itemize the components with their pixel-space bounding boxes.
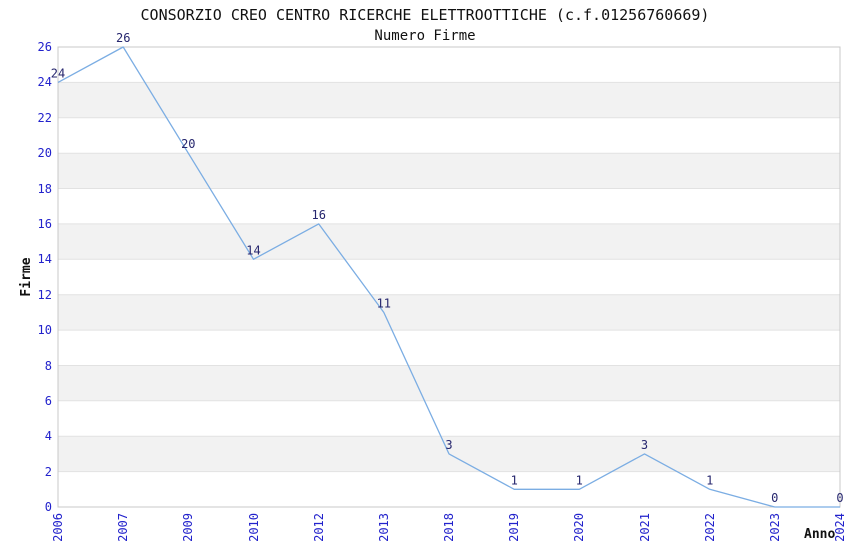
x-tick-label: 2019 (507, 513, 522, 542)
x-tick-label: 2012 (311, 513, 326, 542)
x-tick-label: 2022 (702, 513, 717, 542)
y-tick-label: 6 (44, 393, 52, 408)
y-tick-label: 16 (37, 216, 52, 231)
y-tick-label: 10 (37, 323, 52, 338)
data-point-label: 16 (311, 208, 325, 222)
plot-border (57, 46, 841, 508)
data-point-label: 3 (445, 438, 452, 452)
y-tick-label: 18 (37, 181, 52, 196)
data-point-label: 3 (641, 438, 648, 452)
x-tick-label: 2023 (767, 513, 782, 542)
grid-band (58, 223, 840, 260)
data-point-label: 11 (377, 296, 391, 310)
data-point-label: 14 (246, 243, 260, 257)
y-tick-label: 22 (37, 110, 52, 125)
y-tick-label: 0 (44, 500, 52, 514)
x-axis-title: Anno (804, 527, 836, 542)
data-point-label: 1 (576, 473, 583, 487)
data-line (57, 46, 840, 508)
grid-band (58, 365, 840, 401)
grid-band (58, 82, 840, 118)
x-tick-label: 2007 (116, 513, 131, 542)
y-tick-label: 14 (37, 252, 52, 267)
x-tick-label: 2013 (376, 513, 391, 542)
x-tick-label: 2010 (246, 513, 261, 542)
y-tick-label: 4 (44, 429, 52, 444)
data-point-label: 0 (771, 491, 778, 505)
x-tick-label: 2021 (637, 513, 652, 542)
data-point-label: 1 (706, 473, 713, 487)
y-tick-label: 24 (37, 75, 52, 90)
y-tick-label: 8 (44, 358, 52, 373)
data-point-label: 26 (116, 31, 130, 45)
y-tick-label: 12 (37, 287, 52, 302)
grid-band (58, 153, 840, 189)
x-tick-label: 2006 (51, 513, 65, 542)
data-point-label: 1 (511, 473, 518, 487)
chart-subtitle: Numero Firme (374, 28, 476, 44)
y-tick-label: 26 (37, 40, 52, 54)
data-point-label: 20 (181, 137, 195, 151)
x-tick-label: 2020 (572, 513, 587, 542)
data-point-label: 24 (51, 66, 65, 80)
x-tick-label: 2024 (833, 513, 847, 542)
y-tick-label: 2 (44, 464, 52, 479)
grid-band (58, 294, 840, 331)
y-tick-label: 20 (37, 146, 52, 161)
data-point-label: 0 (836, 491, 843, 505)
chart-title: CONSORZIO CREO CENTRO RICERCHE ELETTROOT… (140, 6, 710, 24)
x-tick-label: 2018 (442, 513, 456, 542)
x-tick-label: 2009 (181, 513, 196, 542)
